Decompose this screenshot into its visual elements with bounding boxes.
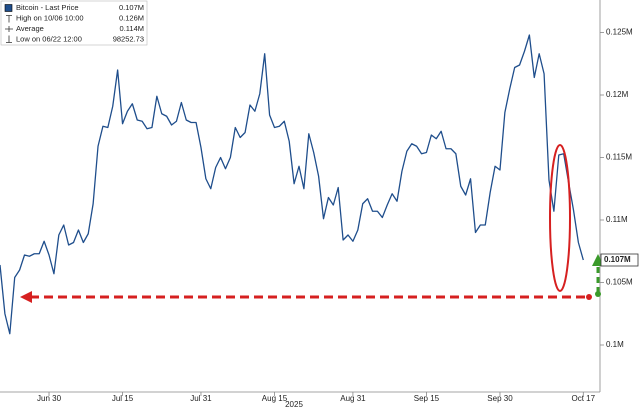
y-tick-label: 0.125M — [606, 28, 633, 37]
highlight-ellipse — [549, 144, 571, 292]
legend-box — [0, 0, 148, 46]
legend-value: 98252.73 — [113, 34, 144, 43]
x-tick-label: Aug 31 — [340, 394, 366, 403]
legend-value: 0.126M — [119, 13, 144, 22]
y-tick-label: 0.115M — [606, 153, 632, 162]
x-tick-label: Sep 15 — [414, 394, 440, 403]
x-tick-label: Jul 15 — [112, 394, 134, 403]
legend-label: High on 10/06 10:00 — [16, 13, 84, 22]
plot-area — [0, 34, 584, 335]
x-tick-label: Sep 30 — [487, 394, 513, 403]
annotations — [20, 144, 604, 303]
legend-swatch — [4, 4, 13, 12]
arrow-dot — [586, 294, 592, 300]
arrow-dot — [595, 291, 601, 297]
y-tick-label: 0.105M — [606, 278, 633, 287]
x-tick-label: Jun 30 — [37, 394, 62, 403]
legend: Bitcoin - Last Price 0.107M High on 10/06 … — [0, 0, 148, 46]
legend-icon — [5, 26, 13, 32]
last-price-tag — [600, 253, 639, 267]
legend-value: 0.107M — [119, 3, 144, 12]
year-label: 2025 — [285, 400, 303, 409]
y-tick-label: 0.11M — [606, 215, 628, 224]
x-tick-label: Jul 31 — [190, 394, 212, 403]
legend-icon — [6, 15, 12, 23]
y-tick-label: 0.12M — [606, 90, 629, 99]
legend-label: Bitcoin - Last Price — [16, 3, 79, 12]
y-tick-label: 0.1M — [606, 340, 624, 349]
legend-label: Average — [16, 24, 44, 33]
legend-value: 0.114M — [120, 24, 144, 33]
legend-icon — [6, 35, 12, 43]
x-tick-label: Oct 17 — [572, 394, 596, 403]
arrow-head — [20, 291, 32, 303]
price-line — [0, 34, 584, 335]
last-price-label: 0.107M — [604, 255, 631, 264]
legend-label: Low on 06/22 12:00 — [16, 34, 82, 43]
x-tick-label: Aug 15 — [262, 394, 288, 403]
